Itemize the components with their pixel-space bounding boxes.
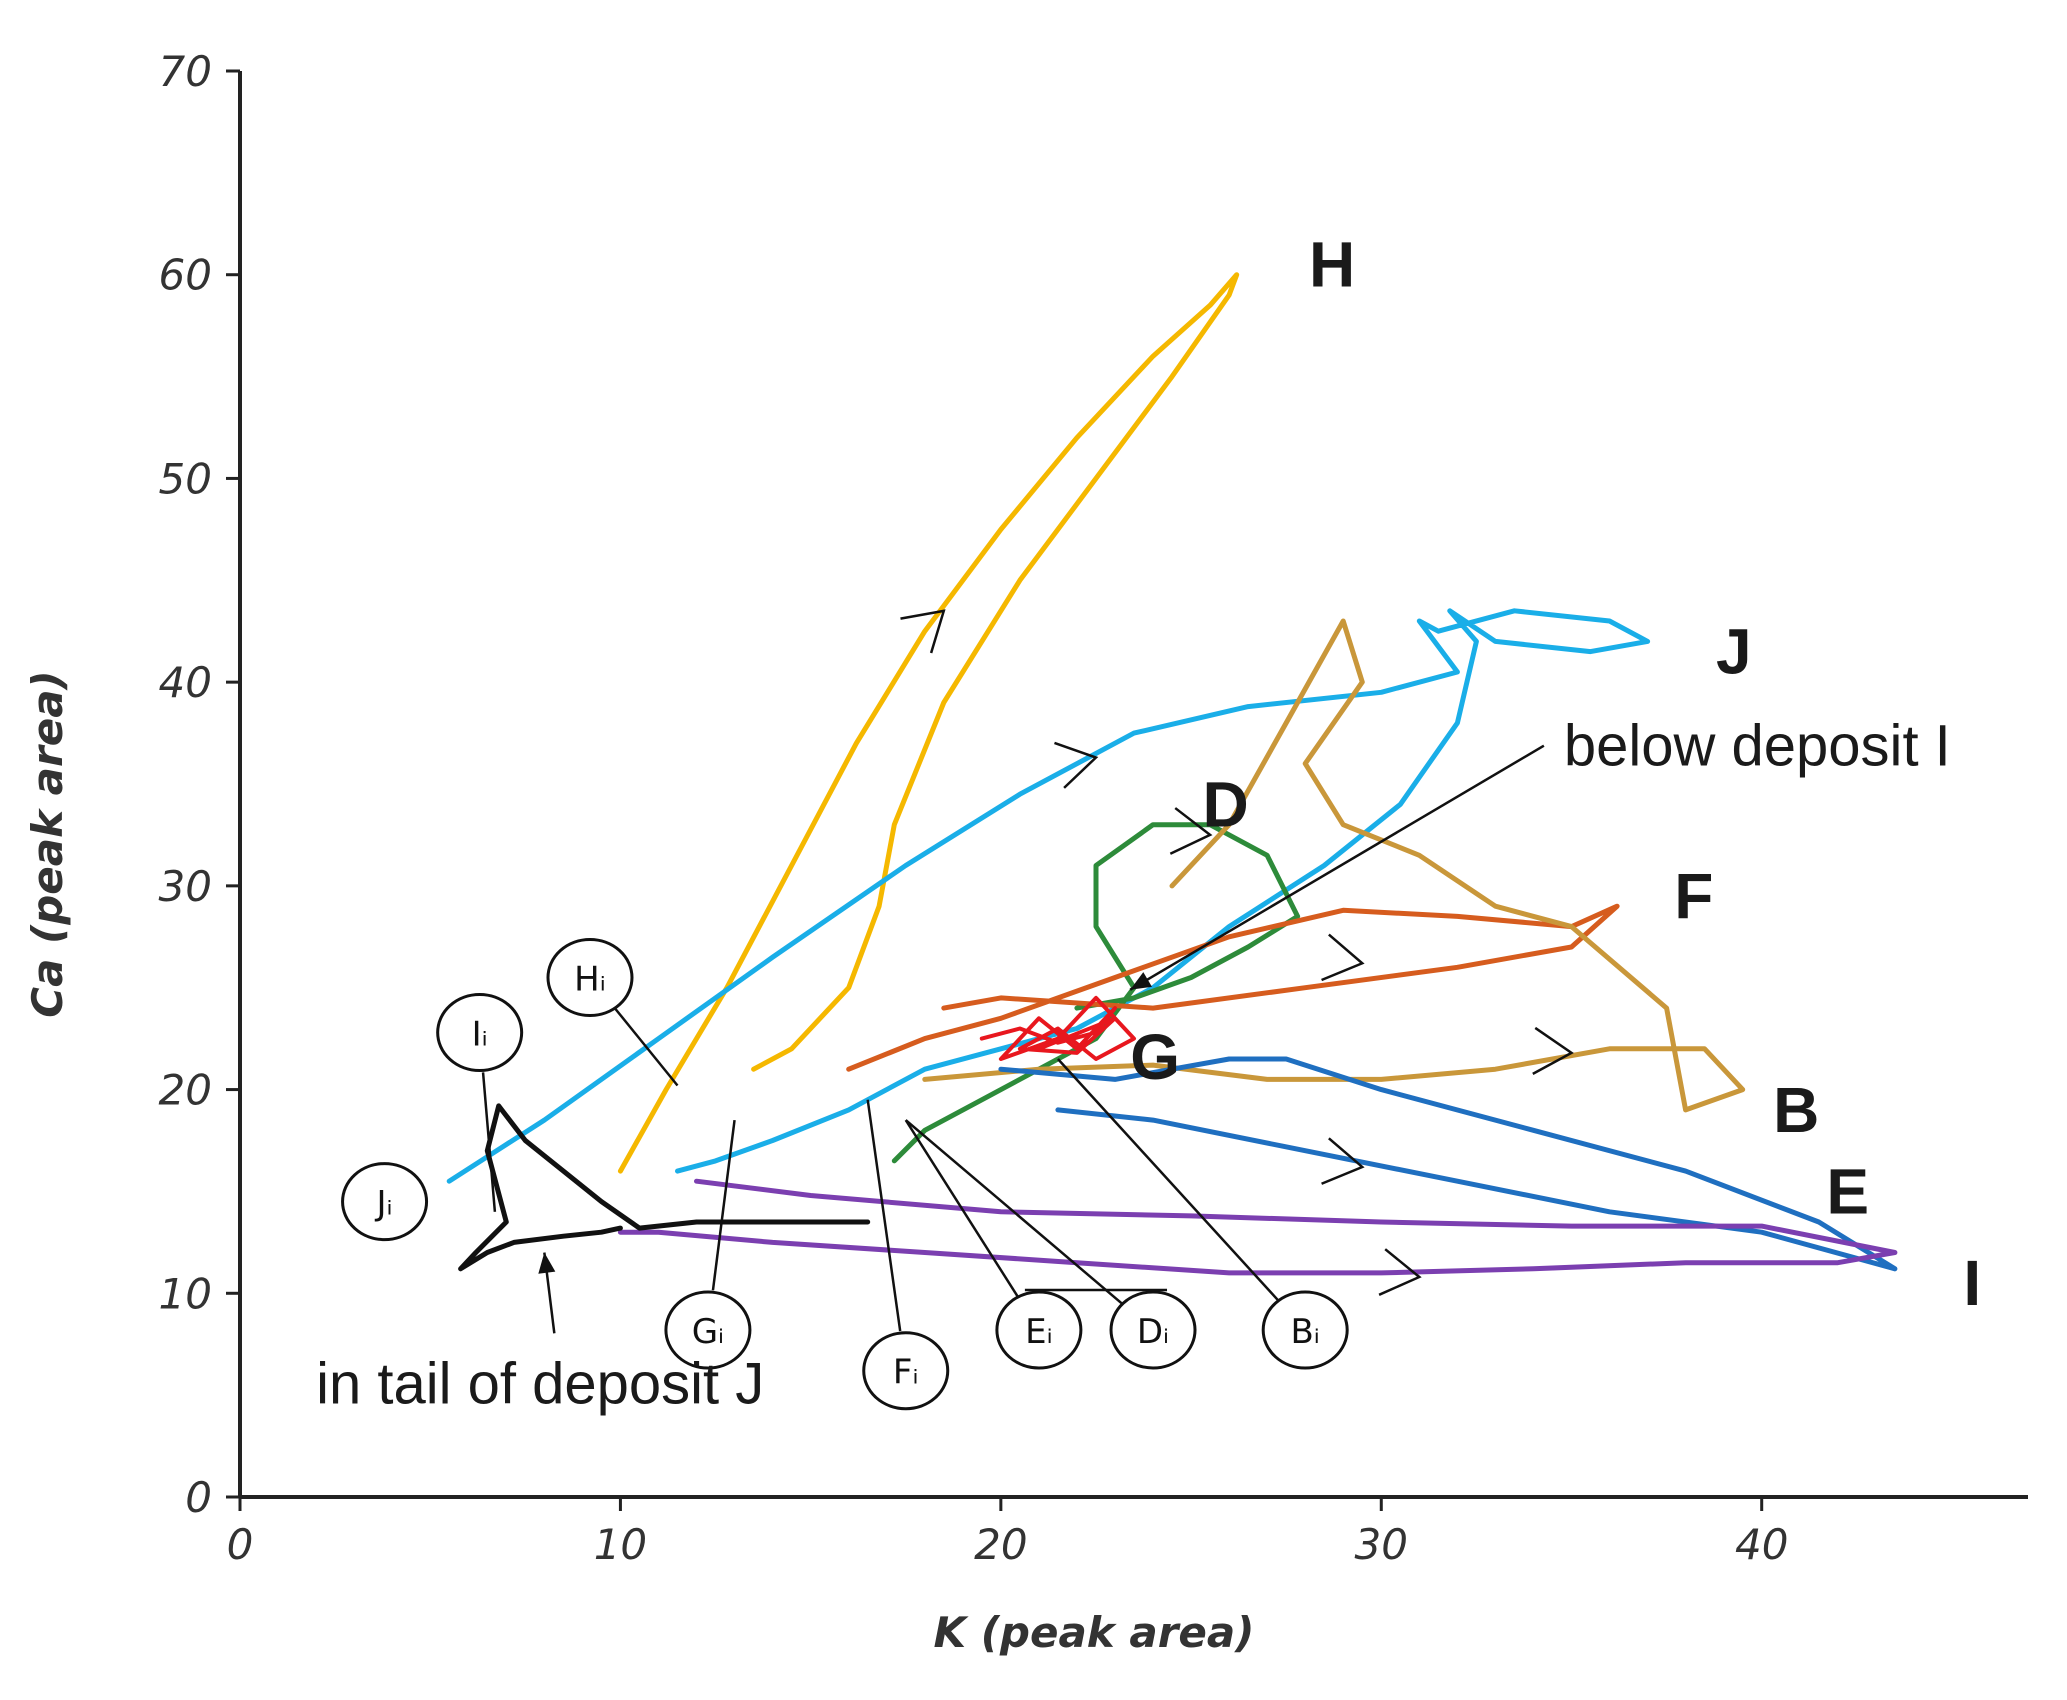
annotations: below deposit I in tail of deposit J: [316, 714, 1951, 1417]
annotation-arrow-head: [538, 1252, 556, 1274]
y-tick-label: 70: [159, 47, 212, 96]
series-labels: H J D F BE I G: [1130, 229, 1981, 1320]
y-tick-label: 20: [159, 1066, 212, 1115]
series-label-b: B: [1773, 1074, 1819, 1146]
y-tick-label: 10: [159, 1269, 212, 1318]
y-tick-label: 40: [159, 658, 212, 707]
series-line-d: [891, 822, 1301, 1164]
initial-pointer-line: [614, 1007, 679, 1087]
direction-arrow-b: [1532, 1026, 1574, 1075]
direction-arrow-f: [1321, 933, 1365, 982]
direction-arrow-d: [1169, 807, 1213, 855]
initial-label-text: Dᵢ: [1137, 1312, 1169, 1352]
initial-label-circle: [664, 1290, 752, 1370]
y-tick-label: 60: [159, 251, 212, 300]
direction-arrows: [900, 609, 1574, 1296]
initial-pointer-line: [711, 1119, 736, 1291]
y-tick-label: 30: [159, 862, 212, 911]
initial-pointer-line: [866, 1099, 902, 1332]
direction-arrow-i: [1378, 1248, 1422, 1296]
x-axis-title: K (peak area): [934, 1608, 1255, 1657]
initial-label-text: Fᵢ: [893, 1353, 919, 1393]
annotation-arrow-line: [1129, 744, 1545, 991]
direction-arrow-e: [1321, 1137, 1365, 1185]
direction-arrow-j: [1054, 741, 1099, 789]
series-label-j: J: [1716, 616, 1752, 688]
series-label-f: F: [1674, 860, 1713, 932]
y-tick-label: 0: [185, 1473, 212, 1522]
initial-label-text: Hᵢ: [574, 960, 606, 1000]
initial-pointer-line: [1056, 1058, 1280, 1302]
x-tick-label: 0: [227, 1520, 254, 1569]
series-line-j: [446, 608, 1651, 1184]
initial-label-circle: [1261, 1290, 1349, 1370]
series-line-f: [846, 903, 1620, 1072]
series-group: [446, 272, 1898, 1276]
series-line-j-tail: [458, 1103, 871, 1272]
y-axis-title: Ca (peak area): [23, 670, 72, 1018]
x-tick-label: 40: [1735, 1520, 1788, 1569]
x-tick-label: 30: [1355, 1520, 1408, 1569]
series-label-i: I: [1963, 1247, 1981, 1319]
annotation-text: below deposit I: [1564, 714, 1951, 779]
initial-label-circle: [862, 1331, 950, 1411]
series-line-i: [617, 1178, 1898, 1276]
series-label-g: G: [1130, 1021, 1180, 1093]
initial-label-circle: [341, 1162, 429, 1242]
initial-pointer-line: [904, 1119, 1019, 1297]
series-label-d: D: [1202, 768, 1248, 840]
x-tick-label: 10: [594, 1520, 647, 1569]
series-line-b: [922, 618, 1746, 1113]
x-tick-label: 20: [974, 1520, 1027, 1569]
initial-label-text: Bᵢ: [1290, 1312, 1319, 1352]
initial-label-circle: [436, 993, 524, 1073]
y-tick-label: 50: [159, 454, 212, 503]
initial-label-text: Jᵢ: [375, 1184, 393, 1224]
annotation-arrow-head: [1130, 972, 1153, 990]
initial-label-circle: [546, 938, 634, 1018]
initial-labels: Jᵢ Iᵢ Hᵢ Gᵢ Fᵢ Eᵢ Dᵢ Bᵢ: [341, 938, 1349, 1411]
initial-label-circle: [1109, 1290, 1197, 1370]
direction-arrow-h: [900, 609, 946, 654]
series-line-g: [979, 995, 1136, 1061]
initial-pointer-line: [481, 1072, 497, 1212]
initial-pointer-line: [904, 1119, 1124, 1306]
series-label-h: H: [1309, 229, 1355, 301]
initial-label-text: Gᵢ: [692, 1312, 724, 1352]
initial-label-text: Eᵢ: [1025, 1312, 1053, 1352]
initial-label-circle: [995, 1290, 1083, 1370]
initial-label-text: Iᵢ: [472, 1015, 488, 1055]
annotation-text: in tail of deposit J: [316, 1351, 764, 1416]
axes: 0 10 20 30 40 0 10 20 30 40 50 60 70 K (peak area) Ca …: [23, 47, 2028, 1657]
series-label-e: E: [1826, 1155, 1869, 1227]
